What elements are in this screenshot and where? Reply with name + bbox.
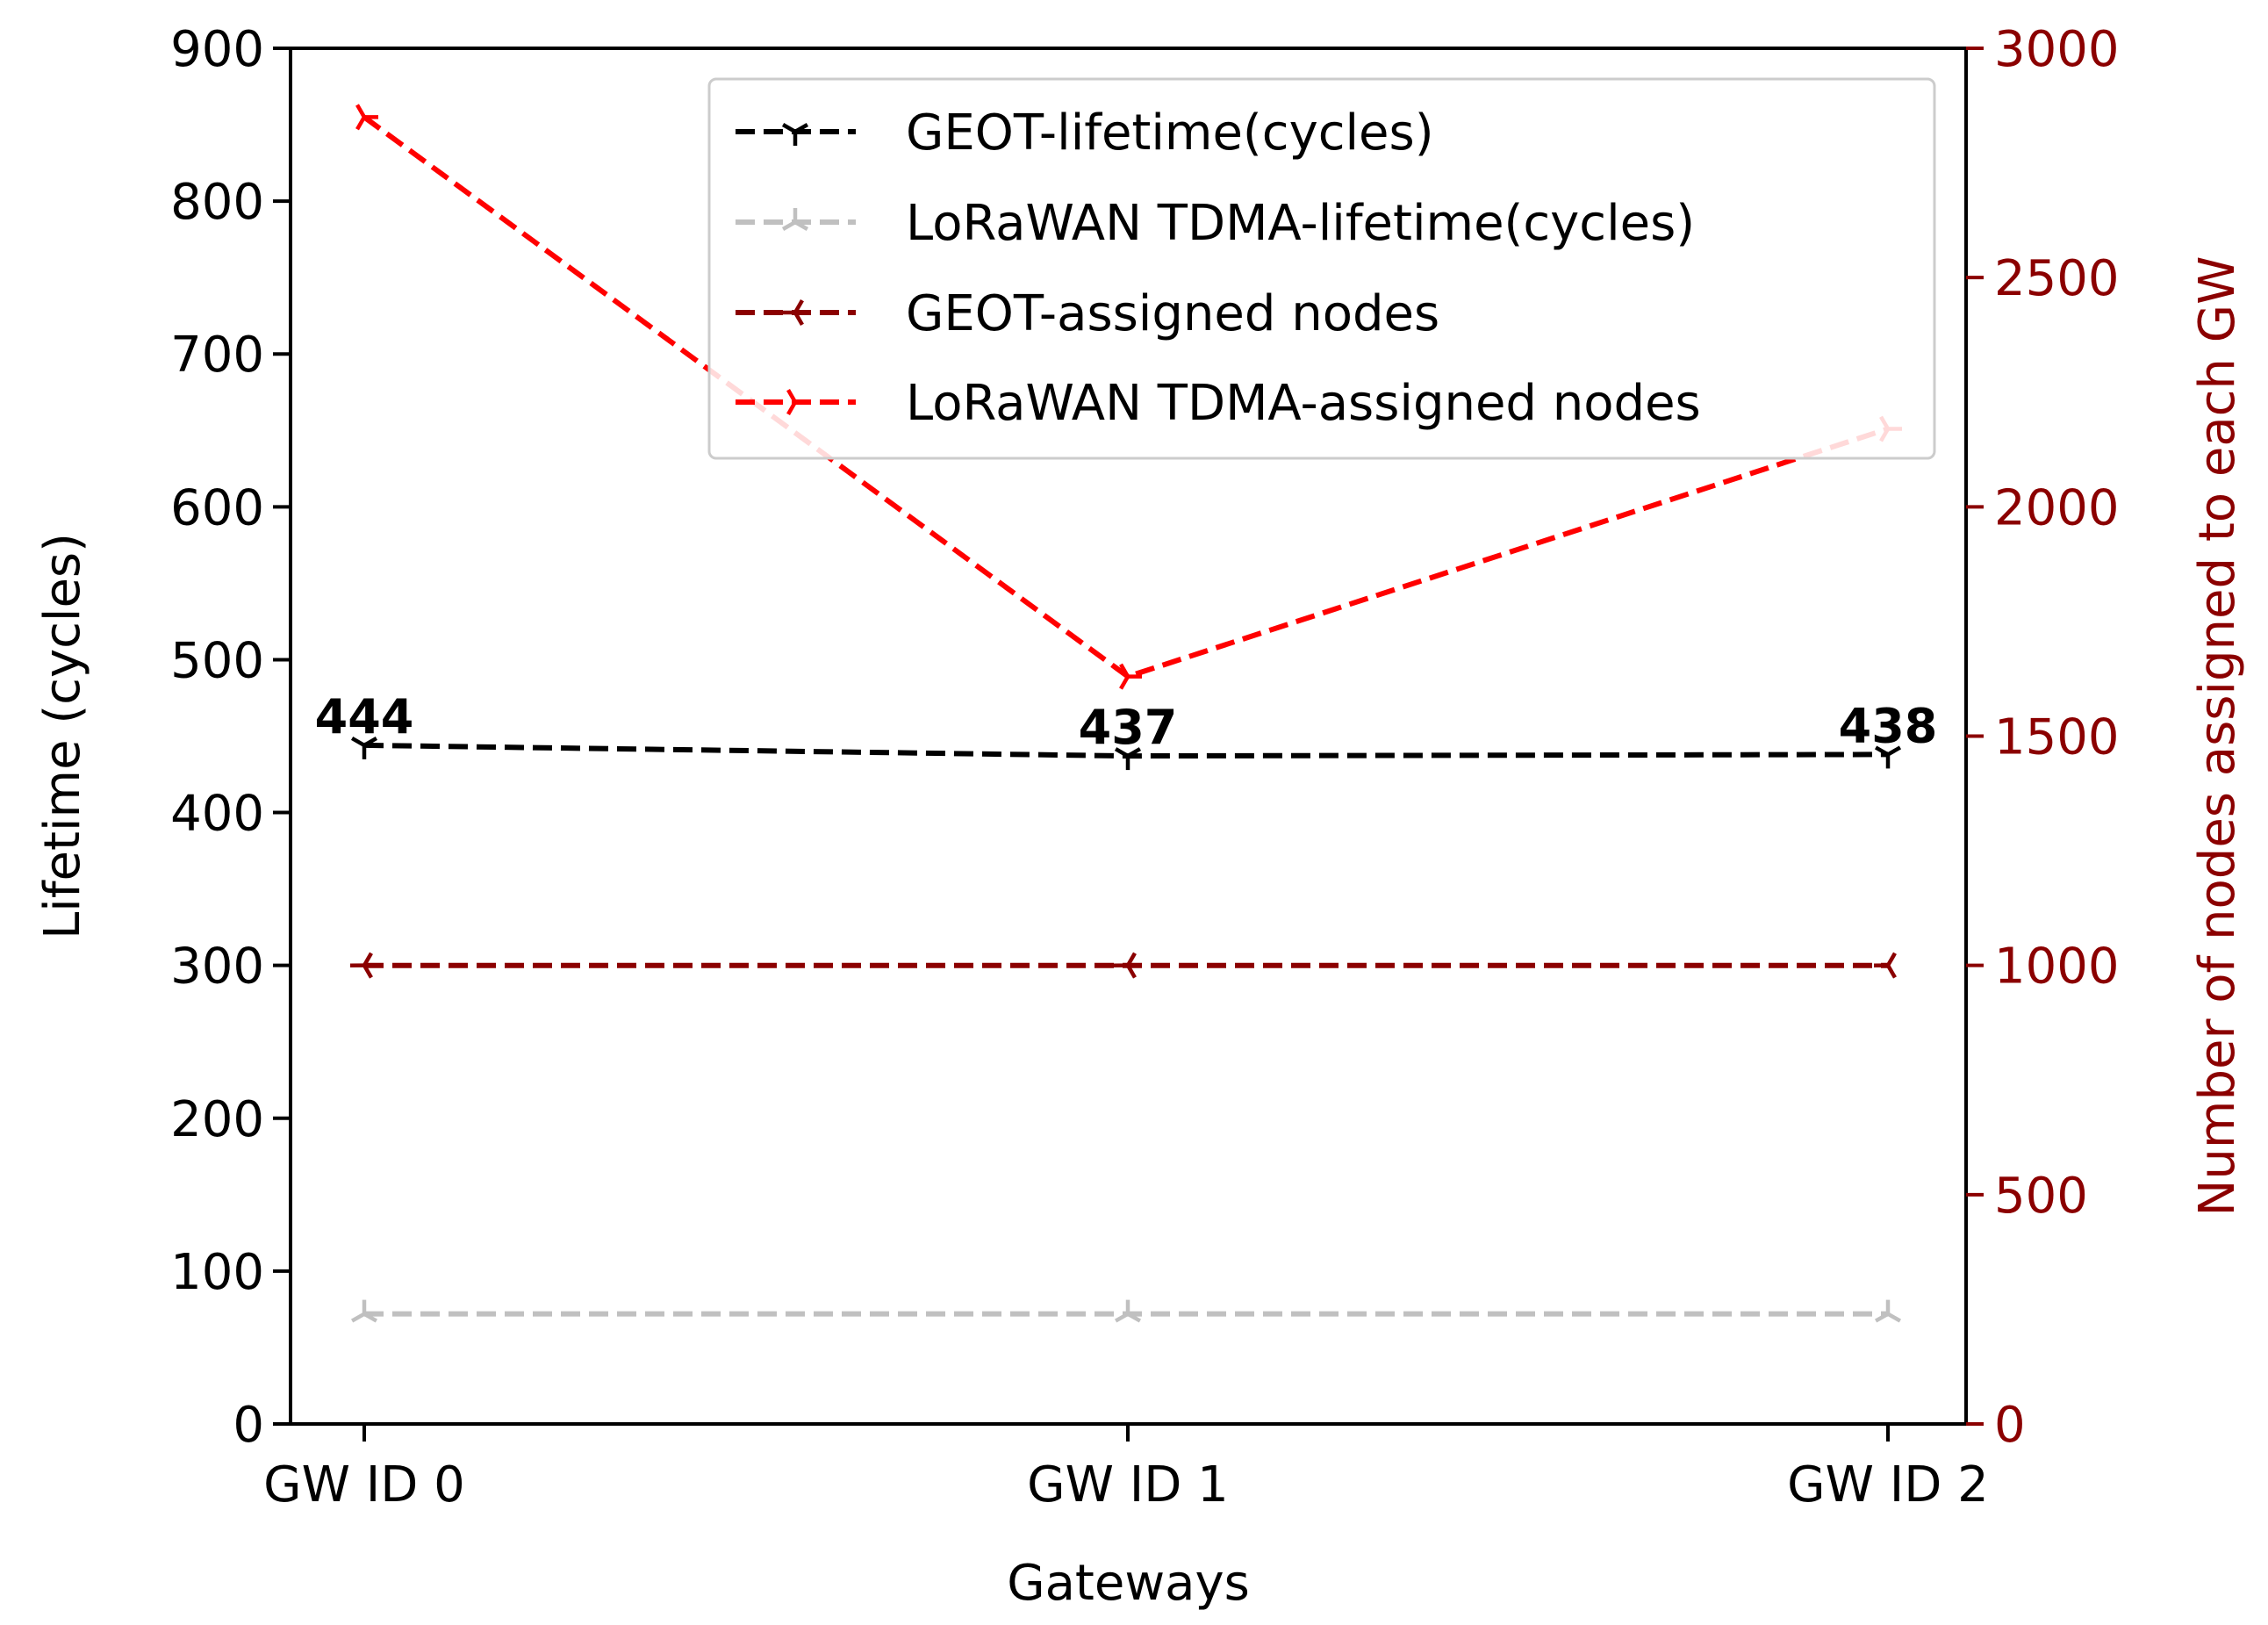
series-2-point-0-stroke bbox=[362, 964, 373, 979]
series-2-point-1-stroke bbox=[1126, 952, 1137, 967]
y-tick-label-left: 600 bbox=[170, 479, 264, 536]
series-1-point-2 bbox=[1874, 1299, 1902, 1323]
series-0 bbox=[350, 736, 1902, 771]
series-2-point-0 bbox=[349, 952, 373, 979]
data-label-0-1: 437 bbox=[1079, 700, 1178, 755]
series-3-point-1 bbox=[1119, 663, 1143, 690]
y-axis-title-right: Number of nodes assigned to each GW bbox=[2189, 256, 2246, 1217]
legend-marker-1-stroke bbox=[781, 220, 797, 231]
legend-marker-0 bbox=[781, 123, 809, 146]
y-tick-label-left: 200 bbox=[170, 1091, 264, 1148]
series-0-point-1-stroke bbox=[1126, 747, 1142, 759]
legend-marker-3-stroke bbox=[786, 388, 797, 404]
legend-marker-0-stroke bbox=[781, 123, 797, 133]
y-tick-label-right: 3000 bbox=[1994, 21, 2120, 78]
y-tick-label-right: 2000 bbox=[1994, 479, 2120, 536]
series-3-point-0-stroke bbox=[355, 104, 366, 119]
legend-marker-1-stroke bbox=[793, 220, 809, 231]
legend-label-2: GEOT-assigned nodes bbox=[906, 285, 1439, 342]
series-1-point-1 bbox=[1114, 1299, 1142, 1323]
legend-marker-3-stroke bbox=[786, 400, 797, 416]
y-tick-label-right: 0 bbox=[1994, 1397, 2026, 1454]
series-1-point-0 bbox=[350, 1299, 378, 1323]
series-1-point-2-stroke bbox=[1886, 1312, 1902, 1323]
legend-marker-1 bbox=[781, 208, 809, 231]
x-tick-label: GW ID 1 bbox=[1027, 1456, 1229, 1514]
x-axis-title: Gateways bbox=[1007, 1555, 1250, 1612]
data-label-0-0: 444 bbox=[315, 689, 414, 744]
series-1-point-1-stroke bbox=[1114, 1312, 1130, 1323]
series-layer bbox=[349, 104, 1903, 1323]
series-0-point-2-stroke bbox=[1874, 745, 1890, 757]
legend-box bbox=[707, 77, 1936, 460]
legend-marker-3 bbox=[786, 388, 809, 416]
series-2-point-1-stroke bbox=[1126, 964, 1137, 979]
legend-label-1: LoRaWAN TDMA-lifetime(cycles) bbox=[906, 195, 1695, 252]
y-tick-label-left: 0 bbox=[233, 1397, 264, 1454]
series-2-point-0-stroke bbox=[362, 952, 373, 967]
series-2 bbox=[349, 952, 1897, 979]
series-0-point-1-stroke bbox=[1114, 747, 1130, 759]
series-2-point-2-stroke bbox=[1886, 964, 1897, 979]
series-1-point-0-stroke bbox=[350, 1312, 366, 1323]
y-tick-label-right: 1000 bbox=[1994, 938, 2120, 996]
legend: GEOT-lifetime(cycles) LoRaWAN TDMA-lifeti… bbox=[707, 77, 1936, 460]
series-0-point-0-stroke bbox=[362, 736, 378, 747]
legend-marker-2 bbox=[781, 298, 804, 327]
y-tick-label-left: 400 bbox=[170, 786, 264, 843]
series-1-point-1-stroke bbox=[1126, 1312, 1142, 1323]
x-tick-label: GW ID 2 bbox=[1787, 1456, 1989, 1514]
series-2-point-2-stroke bbox=[1886, 952, 1897, 967]
series-3-point-0 bbox=[355, 104, 379, 131]
y-tick-label-left: 100 bbox=[170, 1244, 264, 1301]
series-2-point-2 bbox=[1873, 952, 1897, 979]
legend-marker-0-stroke bbox=[793, 123, 809, 133]
series-3-point-0-stroke bbox=[355, 116, 366, 131]
series-3-point-1-stroke bbox=[1119, 663, 1130, 678]
series-2-point-1 bbox=[1113, 952, 1137, 979]
data-labels-layer: 444 437 438 bbox=[315, 689, 1938, 755]
data-label-0-2: 438 bbox=[1839, 698, 1938, 753]
y-tick-label-right: 500 bbox=[1994, 1168, 2088, 1225]
legend-marker-2-stroke bbox=[793, 311, 804, 327]
x-tick-label: GW ID 0 bbox=[263, 1456, 465, 1514]
series-1-point-0-stroke bbox=[362, 1312, 378, 1323]
y-tick-label-right: 1500 bbox=[1994, 709, 2120, 766]
legend-marker-2-stroke bbox=[793, 298, 804, 314]
series-0-point-1 bbox=[1114, 747, 1142, 771]
series-0-point-0-stroke bbox=[350, 736, 366, 747]
y-tick-label-left: 800 bbox=[170, 174, 264, 231]
series-1-point-2-stroke bbox=[1874, 1312, 1890, 1323]
series-1 bbox=[350, 1299, 1902, 1323]
series-3-point-1-stroke bbox=[1119, 675, 1130, 690]
y-tick-label-left: 300 bbox=[170, 938, 264, 996]
series-0-point-2-stroke bbox=[1886, 745, 1902, 757]
legend-label-0: GEOT-lifetime(cycles) bbox=[906, 104, 1434, 162]
y-tick-label-left: 500 bbox=[170, 632, 264, 689]
y-tick-label-left: 700 bbox=[170, 327, 264, 384]
y-tick-label-right: 2500 bbox=[1994, 250, 2120, 307]
series-0-point-0 bbox=[350, 736, 378, 759]
y-tick-label-left: 900 bbox=[170, 21, 264, 78]
axes-layer: 0 100 200 300 400 500 600 700 800 900 0 500 1000 1500… bbox=[34, 21, 2246, 1612]
legend-label-3: LoRaWAN TDMA-assigned nodes bbox=[906, 375, 1701, 432]
series-0-point-2 bbox=[1874, 745, 1902, 769]
y-axis-title-left: Lifetime (cycles) bbox=[34, 533, 91, 939]
series-line-3 bbox=[362, 114, 1889, 679]
